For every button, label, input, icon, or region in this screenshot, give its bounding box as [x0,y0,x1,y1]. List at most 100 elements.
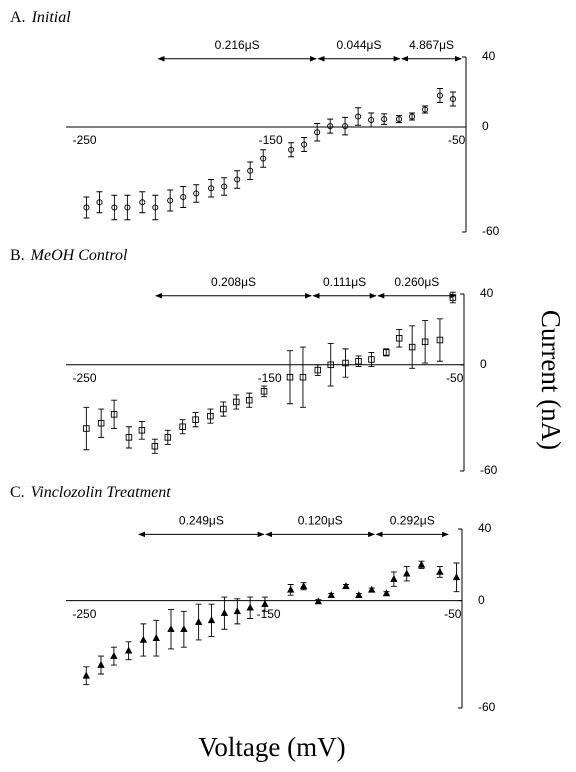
marker [139,635,148,643]
marker [124,204,131,211]
marker [368,116,375,124]
error-bar [221,177,228,196]
marker [124,646,133,654]
marker [97,660,105,668]
panel-label: C. [10,484,25,501]
marker [421,338,429,346]
error-bar [288,142,295,158]
error-bar [98,408,105,438]
marker [327,591,335,599]
error-bar [422,320,429,364]
error-bar [179,419,186,435]
error-bar [327,343,334,387]
marker [381,116,388,123]
error-bar [233,394,240,410]
marker [449,95,457,103]
y-tick-label: -60 [480,463,498,477]
marker [179,423,186,431]
range-label: 0.216μS [215,38,260,52]
marker [452,573,461,581]
error-bar [368,112,375,128]
panel-label: A. [10,9,26,26]
y-tick-label: 40 [482,49,496,63]
x-tick-label: -150 [258,371,282,385]
marker [355,113,362,120]
marker [152,204,159,211]
error-bar [139,191,146,214]
marker [355,358,362,365]
error-bar [167,189,174,212]
marker [314,597,323,605]
error-bar [247,161,254,180]
marker [260,155,267,162]
error-bar [355,107,362,126]
marker [403,569,411,577]
error-bar [83,406,90,451]
error-bar [368,351,375,368]
marker [355,591,363,599]
marker [246,396,253,404]
range-label: 0.120μS [298,514,343,528]
error-bar [436,318,443,362]
x-tick-label: -150 [257,607,281,621]
panel-title: C. Vinclozolin Treatment [10,484,171,501]
marker [314,129,321,136]
marker [220,608,229,616]
error-bar [111,194,118,221]
error-bar [207,408,214,424]
marker [342,582,350,590]
panel: A. Initial -250 -150 -50 40 0 -60 0.216μS 0.044μS… [10,9,500,239]
panel-title: B. MeOH Control [10,247,128,264]
x-tick-label: -50 [444,607,462,621]
marker [299,373,307,381]
marker [261,600,269,607]
error-bar [314,364,321,376]
error-bar [301,137,308,152]
error-bar [327,118,334,134]
y-tick-label: 0 [482,119,489,133]
marker [192,416,199,423]
y-tick-label: -60 [478,700,496,714]
marker [383,349,390,356]
marker [287,585,295,593]
error-bar [125,426,132,449]
marker [342,123,349,130]
range-label: 0.249μS [179,514,224,528]
error-bar [261,385,268,398]
marker [208,185,215,192]
error-bar [342,348,349,378]
x-tick-label: -50 [448,133,466,147]
error-bar [220,401,227,417]
error-bar [299,346,306,408]
panel: C. Vinclozolin Treatment -250 -150 -50 40 0 -60… [10,484,496,715]
error-bar [396,328,403,348]
marker [408,113,416,120]
marker [193,190,200,197]
marker [246,603,254,611]
marker [422,106,429,113]
marker [96,199,103,206]
marker [436,92,444,99]
error-bar [138,420,145,440]
x-tick-label: -250 [72,607,96,621]
panel: B. MeOH Control -250 -150 -50 40 0 -60 0.208μS 0.… [10,247,498,478]
error-bar [83,196,90,219]
marker [139,199,146,206]
marker [382,589,391,597]
x-tick-label: -250 [72,371,96,385]
marker [390,574,398,582]
marker [368,356,375,363]
marker [436,567,444,575]
marker [327,361,334,369]
error-bar [314,123,321,142]
marker [288,146,295,153]
marker [234,176,241,183]
panel-name: MeOH Control [30,247,128,264]
marker [247,167,254,174]
marker [395,335,403,342]
marker [180,625,188,633]
error-bar [208,179,215,198]
marker [286,373,294,381]
error-bar [192,412,199,428]
